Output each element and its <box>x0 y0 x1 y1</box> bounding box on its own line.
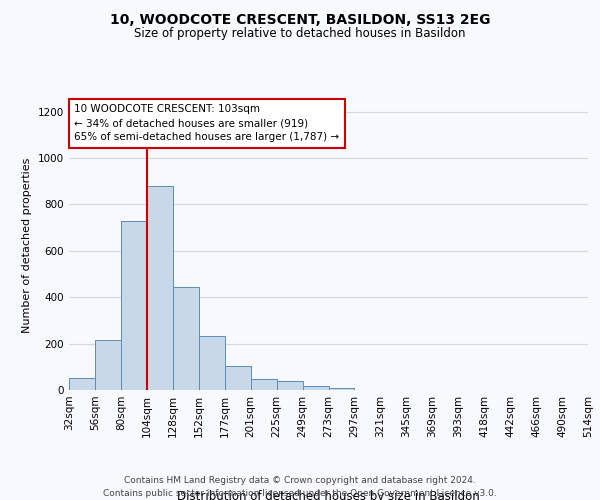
Bar <box>147 186 173 390</box>
Bar <box>251 379 277 390</box>
Text: Contains HM Land Registry data © Crown copyright and database right 2024.
Contai: Contains HM Land Registry data © Crown c… <box>103 476 497 498</box>
Bar <box>69 378 95 390</box>
Bar <box>329 388 355 390</box>
Bar <box>225 366 251 390</box>
Bar <box>173 287 199 390</box>
Bar <box>302 386 329 390</box>
X-axis label: Distribution of detached houses by size in Basildon: Distribution of detached houses by size … <box>177 490 480 500</box>
Bar <box>95 340 121 390</box>
Y-axis label: Number of detached properties: Number of detached properties <box>22 158 32 332</box>
Text: 10 WOODCOTE CRESCENT: 103sqm
← 34% of detached houses are smaller (919)
65% of s: 10 WOODCOTE CRESCENT: 103sqm ← 34% of de… <box>74 104 340 142</box>
Bar <box>199 336 224 390</box>
Text: 10, WOODCOTE CRESCENT, BASILDON, SS13 2EG: 10, WOODCOTE CRESCENT, BASILDON, SS13 2E… <box>110 12 490 26</box>
Text: Size of property relative to detached houses in Basildon: Size of property relative to detached ho… <box>134 28 466 40</box>
Bar <box>277 382 302 390</box>
Bar <box>121 222 147 390</box>
